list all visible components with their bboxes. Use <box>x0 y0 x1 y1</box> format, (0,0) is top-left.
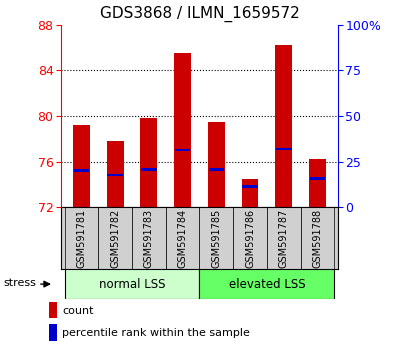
Bar <box>209 168 224 171</box>
Bar <box>65 207 98 269</box>
Bar <box>199 207 233 269</box>
Text: GSM591784: GSM591784 <box>178 209 188 268</box>
Bar <box>49 324 56 341</box>
Bar <box>233 207 267 269</box>
Bar <box>175 149 190 152</box>
Title: GDS3868 / ILMN_1659572: GDS3868 / ILMN_1659572 <box>100 6 299 22</box>
Bar <box>208 122 225 207</box>
Text: GSM591785: GSM591785 <box>211 209 221 268</box>
Text: GSM591788: GSM591788 <box>312 209 322 268</box>
Bar <box>242 185 258 188</box>
Text: count: count <box>62 306 94 316</box>
Text: normal LSS: normal LSS <box>99 278 165 291</box>
Bar <box>276 148 292 150</box>
Bar <box>141 118 157 207</box>
Bar <box>107 174 123 176</box>
Bar <box>309 159 326 207</box>
Bar <box>132 207 166 269</box>
Bar <box>267 207 301 269</box>
Text: elevated LSS: elevated LSS <box>229 278 305 291</box>
Bar <box>141 168 157 171</box>
Bar <box>73 125 90 207</box>
Bar <box>98 207 132 269</box>
Bar <box>199 269 334 299</box>
Bar <box>65 269 199 299</box>
Text: stress: stress <box>3 278 36 287</box>
Text: GSM591782: GSM591782 <box>110 209 120 268</box>
Bar <box>49 302 56 319</box>
Bar <box>301 207 334 269</box>
Bar <box>174 53 191 207</box>
Bar <box>74 169 89 172</box>
Text: GSM591786: GSM591786 <box>245 209 255 268</box>
Bar <box>242 179 258 207</box>
Bar <box>166 207 199 269</box>
Bar <box>107 141 124 207</box>
Bar <box>310 177 325 180</box>
Text: percentile rank within the sample: percentile rank within the sample <box>62 328 250 338</box>
Text: GSM591787: GSM591787 <box>279 209 289 268</box>
Text: GSM591783: GSM591783 <box>144 209 154 268</box>
Text: GSM591781: GSM591781 <box>77 209 87 268</box>
Bar <box>275 45 292 207</box>
